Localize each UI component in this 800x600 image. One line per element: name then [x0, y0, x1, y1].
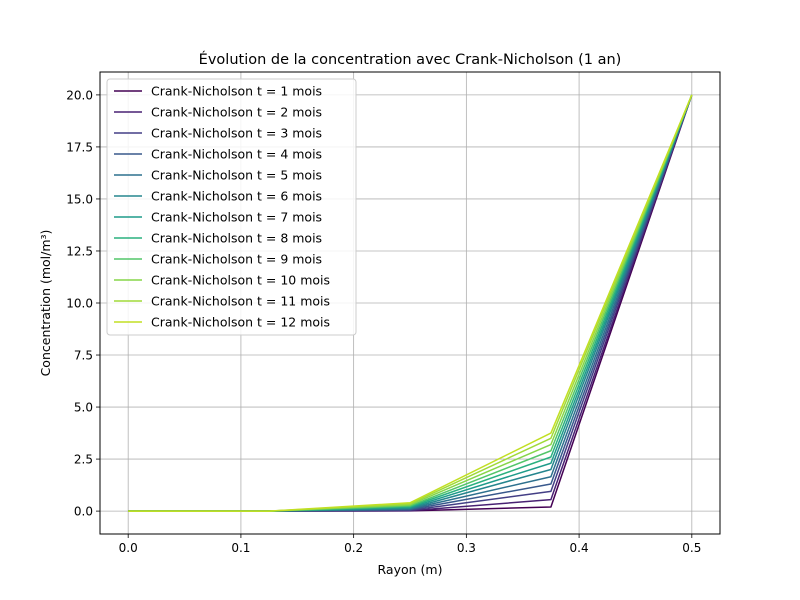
series-line — [128, 94, 693, 512]
y-tick-label: 7.5 — [74, 349, 93, 363]
legend-entry: Crank-Nicholson t = 4 mois — [151, 147, 322, 162]
legend-entry: Crank-Nicholson t = 1 mois — [151, 84, 322, 99]
chart-title: Évolution de la concentration avec Crank… — [199, 51, 622, 68]
x-axis-label: Rayon (m) — [378, 562, 443, 577]
y-tick-label: 10.0 — [66, 297, 93, 311]
y-tick-label: 20.0 — [66, 88, 93, 102]
legend-entry: Crank-Nicholson t = 8 mois — [151, 231, 322, 246]
y-tick-label: 12.5 — [66, 244, 93, 258]
x-tick-label: 0.5 — [682, 541, 701, 555]
x-axis-ticks: 0.0 0.1 0.2 0.3 0.4 0.5 — [119, 534, 701, 555]
y-axis-label: Concentration (mol/m³) — [38, 230, 53, 377]
y-tick-label: 17.5 — [66, 140, 93, 154]
series-lines — [128, 94, 693, 512]
legend-entry: Crank-Nicholson t = 3 mois — [151, 126, 322, 141]
x-tick-label: 0.1 — [231, 541, 250, 555]
y-tick-label: 5.0 — [74, 401, 93, 415]
x-tick-label: 0.2 — [344, 541, 363, 555]
y-tick-label: 0.0 — [74, 505, 93, 519]
legend-entry: Crank-Nicholson t = 5 mois — [151, 168, 322, 183]
legend-entry: Crank-Nicholson t = 7 mois — [151, 210, 322, 225]
x-tick-label: 0.3 — [457, 541, 476, 555]
legend-entry: Crank-Nicholson t = 11 mois — [151, 294, 330, 309]
legend-entry: Crank-Nicholson t = 10 mois — [151, 273, 330, 288]
legend-box — [106, 78, 357, 336]
x-tick-label: 0.4 — [570, 541, 589, 555]
legend-entry: Crank-Nicholson t = 9 mois — [151, 252, 322, 267]
legend: Crank-Nicholson t = 1 mois Crank-Nicholso… — [106, 78, 357, 336]
y-axis-ticks: 0.0 2.5 5.0 7.5 10.0 12.5 15.0 17.5 20.0 — [66, 88, 100, 519]
y-tick-label: 15.0 — [66, 192, 93, 206]
legend-entry: Crank-Nicholson t = 12 mois — [151, 315, 330, 330]
y-tick-label: 2.5 — [74, 453, 93, 467]
legend-entry: Crank-Nicholson t = 2 mois — [151, 105, 322, 120]
x-tick-label: 0.0 — [119, 541, 138, 555]
legend-entry: Crank-Nicholson t = 6 mois — [151, 189, 322, 204]
